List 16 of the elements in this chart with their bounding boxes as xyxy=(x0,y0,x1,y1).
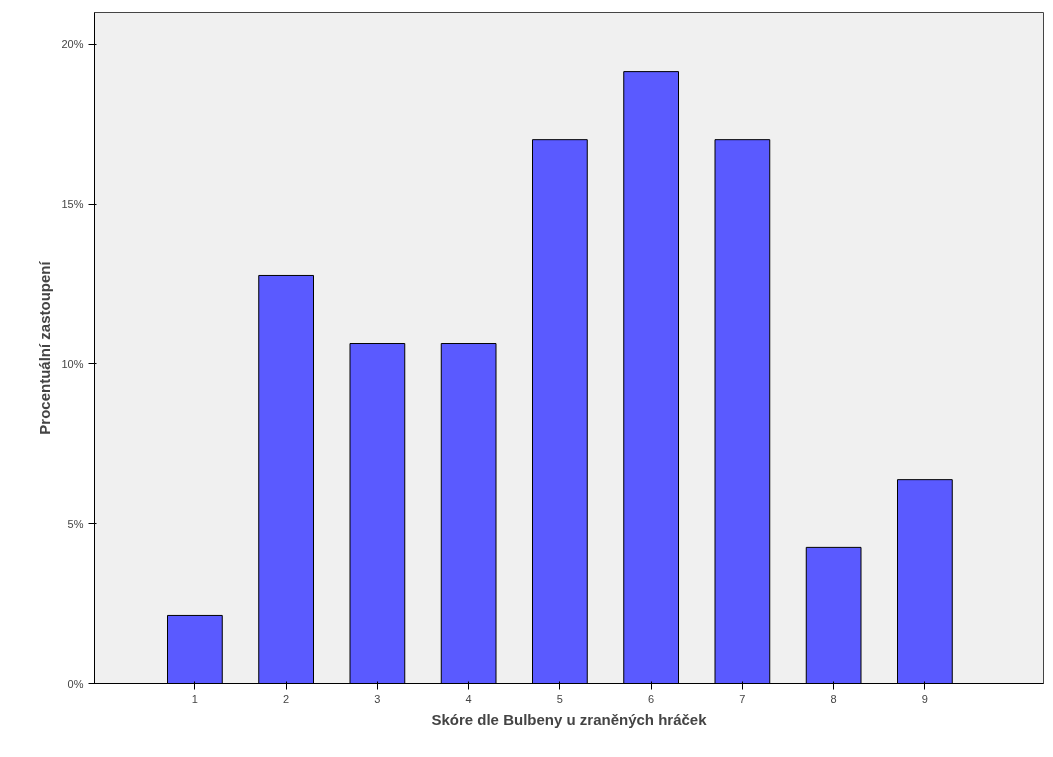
x-tick-label: 9 xyxy=(921,692,928,705)
y-tick-label: 15% xyxy=(61,198,84,211)
x-tick-label: 8 xyxy=(830,692,837,705)
y-tick-label: 10% xyxy=(61,357,84,370)
y-tick-label: 20% xyxy=(61,38,84,51)
x-axis-title: Skóre dle Bulbeny u zraněných hráček xyxy=(431,710,708,728)
x-tick-label: 2 xyxy=(283,692,290,705)
x-tick-label: 6 xyxy=(648,692,655,705)
x-tick-label: 7 xyxy=(739,692,746,705)
y-tick-label: 5% xyxy=(67,517,84,530)
y-tick-label: 0% xyxy=(67,677,84,690)
x-tick-label: 3 xyxy=(374,692,381,705)
x-tick-label: 1 xyxy=(191,692,198,705)
x-tick-label: 5 xyxy=(556,692,563,705)
x-tick-label: 4 xyxy=(465,692,472,705)
y-axis-title: Procentuální zastoupení xyxy=(36,260,54,435)
